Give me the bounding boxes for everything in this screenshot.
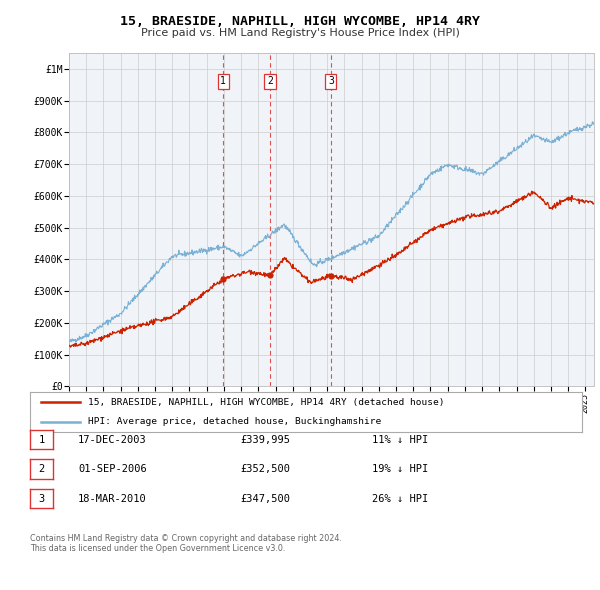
Text: 3: 3 xyxy=(328,77,334,86)
Text: 17-DEC-2003: 17-DEC-2003 xyxy=(78,435,147,444)
Text: 1: 1 xyxy=(220,77,226,86)
Text: £339,995: £339,995 xyxy=(240,435,290,444)
Text: 11% ↓ HPI: 11% ↓ HPI xyxy=(372,435,428,444)
Text: £347,500: £347,500 xyxy=(240,494,290,503)
Text: 26% ↓ HPI: 26% ↓ HPI xyxy=(372,494,428,503)
Text: 1: 1 xyxy=(38,435,44,444)
Text: 18-MAR-2010: 18-MAR-2010 xyxy=(78,494,147,503)
Text: HPI: Average price, detached house, Buckinghamshire: HPI: Average price, detached house, Buck… xyxy=(88,418,381,427)
Text: 2: 2 xyxy=(38,464,44,474)
Text: 2: 2 xyxy=(267,77,273,86)
Text: £352,500: £352,500 xyxy=(240,464,290,474)
Text: Price paid vs. HM Land Registry's House Price Index (HPI): Price paid vs. HM Land Registry's House … xyxy=(140,28,460,38)
Text: Contains HM Land Registry data © Crown copyright and database right 2024.
This d: Contains HM Land Registry data © Crown c… xyxy=(30,534,342,553)
Text: 01-SEP-2006: 01-SEP-2006 xyxy=(78,464,147,474)
Text: 3: 3 xyxy=(38,494,44,503)
Text: 15, BRAESIDE, NAPHILL, HIGH WYCOMBE, HP14 4RY: 15, BRAESIDE, NAPHILL, HIGH WYCOMBE, HP1… xyxy=(120,15,480,28)
Text: 19% ↓ HPI: 19% ↓ HPI xyxy=(372,464,428,474)
Text: 15, BRAESIDE, NAPHILL, HIGH WYCOMBE, HP14 4RY (detached house): 15, BRAESIDE, NAPHILL, HIGH WYCOMBE, HP1… xyxy=(88,398,445,407)
